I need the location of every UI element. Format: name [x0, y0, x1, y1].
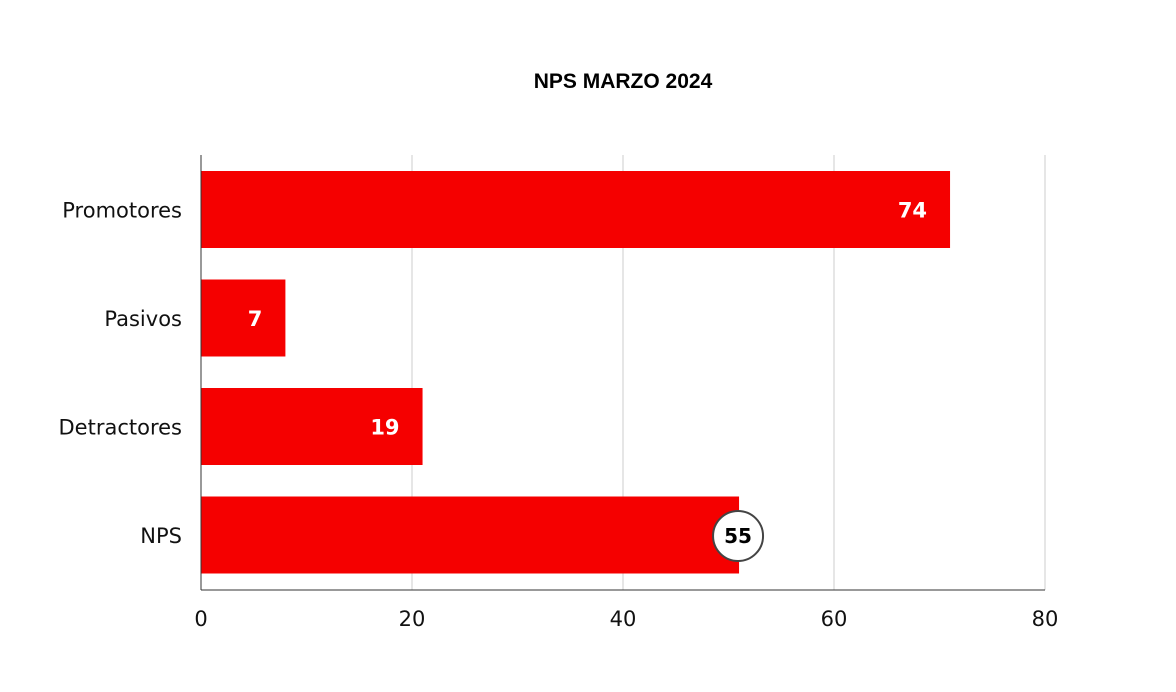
category-label-pasivos: Pasivos	[104, 307, 182, 331]
value-label-promotores: 74	[898, 199, 927, 223]
x-tick-label-40: 40	[610, 607, 637, 631]
x-tick-label-0: 0	[194, 607, 207, 631]
category-label-detractores: Detractores	[59, 416, 183, 440]
x-tick-label-20: 20	[399, 607, 426, 631]
value-label-pasivos: 7	[248, 307, 263, 331]
x-tick-label-60: 60	[821, 607, 848, 631]
category-labels: Promotores Pasivos Detractores NPS	[59, 199, 183, 549]
chart-title: NPS MARZO 2024	[534, 70, 713, 93]
value-label-detractores: 19	[370, 416, 399, 440]
bar-promotores	[201, 171, 951, 248]
bar-detractores	[201, 388, 423, 465]
bar-nps	[201, 496, 740, 574]
axes-group	[200, 155, 1045, 591]
category-label-nps: NPS	[140, 524, 182, 548]
x-tick-label-80: 80	[1032, 607, 1059, 631]
bars-group: 74 7 19 55	[201, 171, 951, 574]
x-tick-labels: 0 20 40 60 80	[194, 607, 1058, 631]
bar-pasivos	[201, 279, 286, 357]
value-label-nps: 55	[724, 524, 752, 548]
nps-value-circle	[712, 510, 765, 562]
category-label-promotores: Promotores	[62, 199, 182, 223]
